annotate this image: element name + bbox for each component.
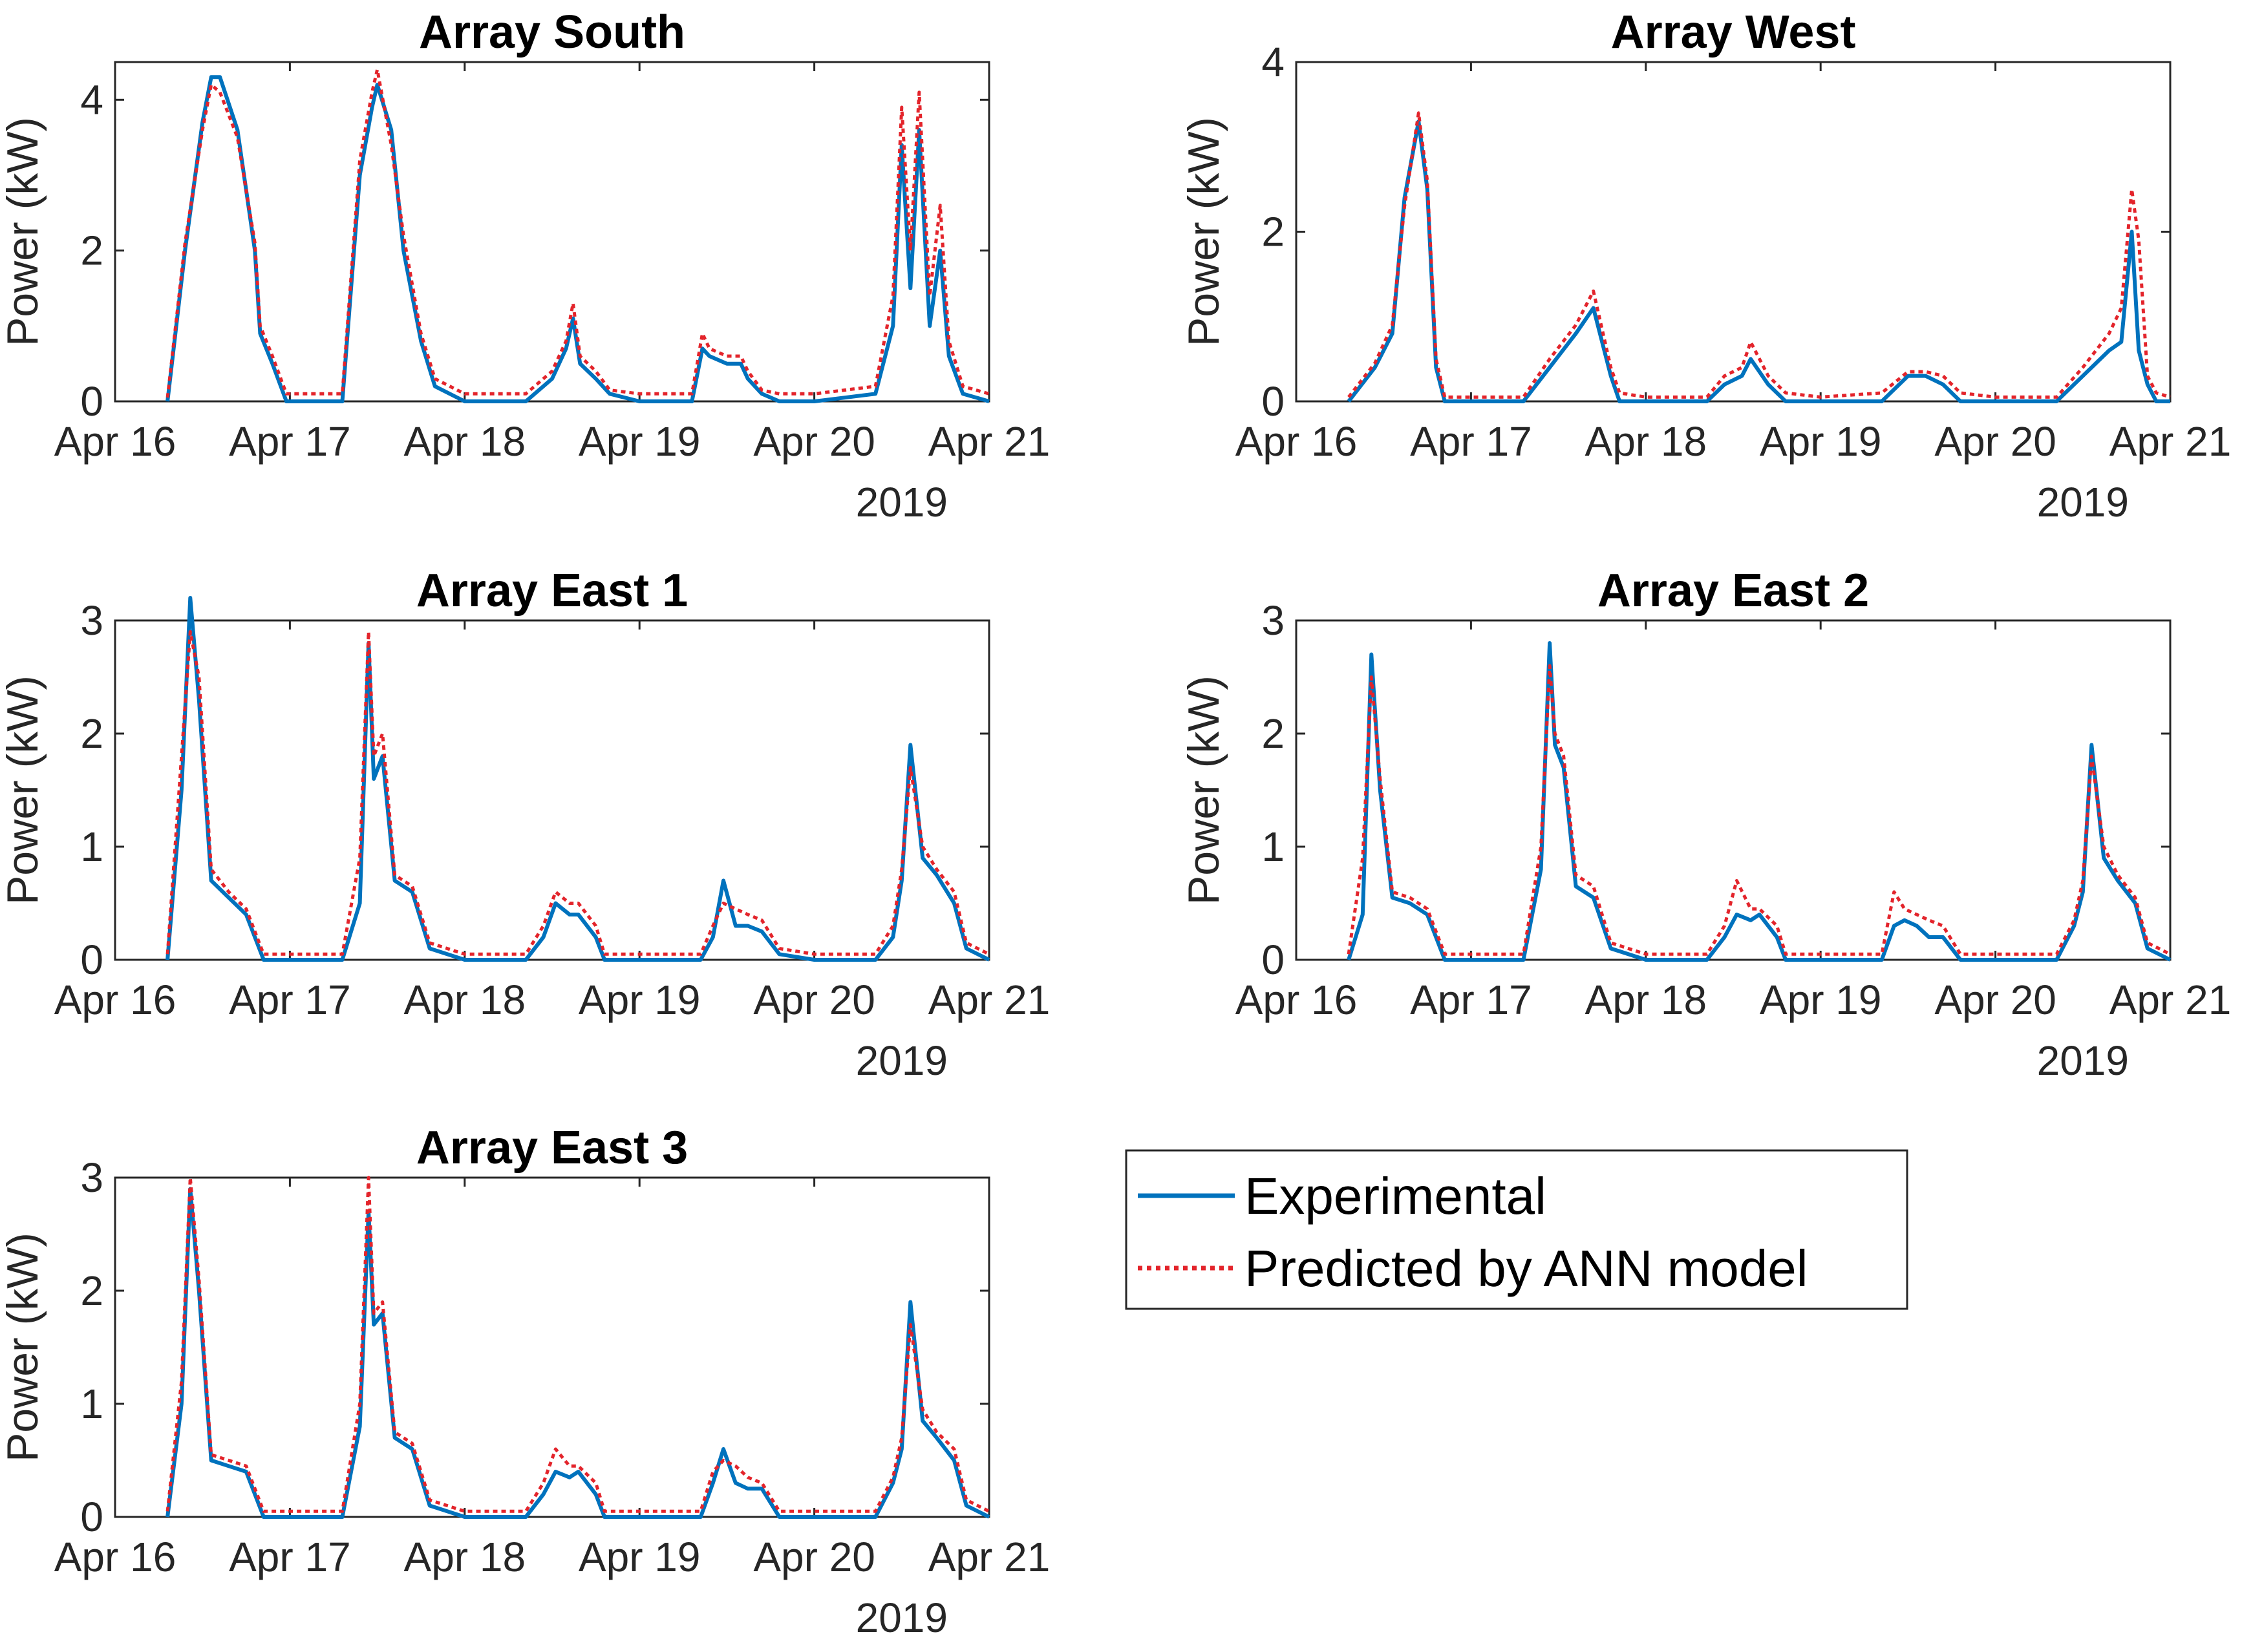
- axes-frame: [114, 61, 990, 403]
- axes-frame: [1295, 61, 2172, 403]
- axes-frame: [114, 1176, 990, 1518]
- y-tick-label: 2: [1261, 209, 1285, 255]
- x-tick-label: Apr 20: [753, 1534, 875, 1580]
- y-axis-label: Power (kW): [1179, 675, 1228, 905]
- x-tick-label: Apr 19: [1760, 977, 1882, 1023]
- legend-predicted-label: Predicted by ANN model: [1244, 1240, 1808, 1297]
- series-predicted-line: [165, 630, 990, 956]
- y-axis-label: Power (kW): [0, 675, 47, 905]
- x-tick-label: Apr 21: [2109, 977, 2232, 1023]
- x-tick-label: Apr 18: [1585, 977, 1707, 1023]
- x-axis-year-label: 2019: [2037, 1037, 2129, 1084]
- y-tick-label: 3: [1261, 597, 1285, 644]
- axes-frame: [1295, 619, 2172, 961]
- x-tick-label: Apr 18: [404, 1534, 526, 1580]
- x-tick-label: Apr 17: [229, 1534, 351, 1580]
- subplot-array-east-3: Array East 3 0 1 2 3 Apr 16 Apr 17 Apr 18 Apr 19…: [0, 1122, 1050, 1641]
- x-tick-label: Apr 19: [579, 977, 701, 1023]
- x-tick-label: Apr 18: [404, 977, 526, 1023]
- y-tick-label: 0: [80, 378, 103, 425]
- y-tick-label: 4: [1261, 39, 1285, 85]
- subplot-array-east-2: Array East 2 0 1 2 3 Apr 16 Apr 17 Apr 18 Apr 19…: [1179, 565, 2231, 1084]
- y-tick-label: 4: [80, 76, 103, 123]
- y-tick-label: 1: [80, 823, 103, 870]
- y-tick-label: 1: [1261, 823, 1285, 870]
- y-tick-label: 3: [80, 597, 103, 644]
- y-tick-label: 2: [80, 1267, 103, 1314]
- x-tick-label: Apr 16: [54, 1534, 176, 1580]
- y-tick-label: 0: [80, 1494, 103, 1540]
- subplot-title: Array South: [419, 6, 685, 58]
- y-tick-label: 0: [80, 937, 103, 983]
- x-axis-year-label: 2019: [856, 1594, 948, 1641]
- y-tick-label: 3: [80, 1154, 103, 1201]
- series-predicted-line: [1347, 111, 2171, 399]
- legend: Experimental Predicted by ANN model: [1125, 1149, 1908, 1310]
- x-tick-label: Apr 19: [1760, 418, 1882, 465]
- subplot-array-east-1: Array East 1 0 1 2 3 Apr 16 Apr 17 Apr 18 Apr 19…: [0, 565, 1050, 1084]
- x-tick-label: Apr 19: [579, 418, 701, 465]
- series-experimental-line: [165, 1187, 990, 1519]
- x-tick-label: Apr 16: [54, 418, 176, 465]
- x-tick-label: Apr 21: [2109, 418, 2232, 465]
- y-tick-label: 0: [1261, 937, 1285, 983]
- x-tick-label: Apr 20: [753, 977, 875, 1023]
- x-tick-label: Apr 17: [1410, 977, 1532, 1023]
- legend-experimental-label: Experimental: [1244, 1167, 1546, 1225]
- y-tick-label: 2: [80, 228, 103, 274]
- x-axis-year-label: 2019: [856, 479, 948, 525]
- x-tick-label: Apr 17: [229, 977, 351, 1023]
- y-tick-label: 2: [80, 710, 103, 757]
- x-tick-label: Apr 18: [1585, 418, 1707, 465]
- x-tick-label: Apr 16: [54, 977, 176, 1023]
- y-axis-label: Power (kW): [0, 1233, 47, 1462]
- y-tick-label: 0: [1261, 378, 1285, 425]
- subplot-title: Array East 2: [1597, 565, 1869, 617]
- y-axis-label: Power (kW): [0, 117, 47, 346]
- x-tick-label: Apr 21: [928, 1534, 1051, 1580]
- series-experimental-line: [1347, 641, 2172, 962]
- x-tick-label: Apr 20: [1934, 977, 2056, 1023]
- subplot-title: Array West: [1611, 6, 1856, 58]
- x-axis-year-label: 2019: [856, 1037, 948, 1084]
- series-experimental-line: [165, 596, 990, 962]
- series-experimental-line: [165, 75, 990, 403]
- subplot-array-west: Array West 0 2 4 Apr 16 Apr 17 Apr 18 Apr 19 Apr…: [1179, 6, 2231, 525]
- axes-frame: [114, 619, 990, 961]
- y-axis-label: Power (kW): [1179, 117, 1228, 346]
- x-tick-label: Apr 16: [1235, 418, 1358, 465]
- x-tick-label: Apr 21: [928, 418, 1051, 465]
- y-tick-label: 1: [80, 1381, 103, 1427]
- subplot-title: Array East 3: [416, 1122, 688, 1174]
- series-predicted-line: [165, 68, 990, 398]
- x-tick-label: Apr 17: [229, 418, 351, 465]
- x-tick-label: Apr 18: [404, 418, 526, 465]
- x-tick-label: Apr 17: [1410, 418, 1532, 465]
- x-axis-year-label: 2019: [2037, 479, 2129, 525]
- x-tick-label: Apr 21: [928, 977, 1051, 1023]
- x-tick-label: Apr 19: [579, 1534, 701, 1580]
- series-predicted-line: [1347, 664, 2172, 956]
- series-predicted-line: [165, 1176, 990, 1513]
- subplot-title: Array East 1: [416, 565, 688, 617]
- legend-box: [1125, 1149, 1908, 1310]
- subplot-array-south: Array South 0 2 4 Apr 16 Apr 17 Apr 18 Apr 19 Ap…: [0, 6, 1050, 525]
- x-tick-label: Apr 16: [1235, 977, 1358, 1023]
- x-tick-label: Apr 20: [753, 418, 875, 465]
- x-tick-label: Apr 20: [1934, 418, 2056, 465]
- y-tick-label: 2: [1261, 710, 1285, 757]
